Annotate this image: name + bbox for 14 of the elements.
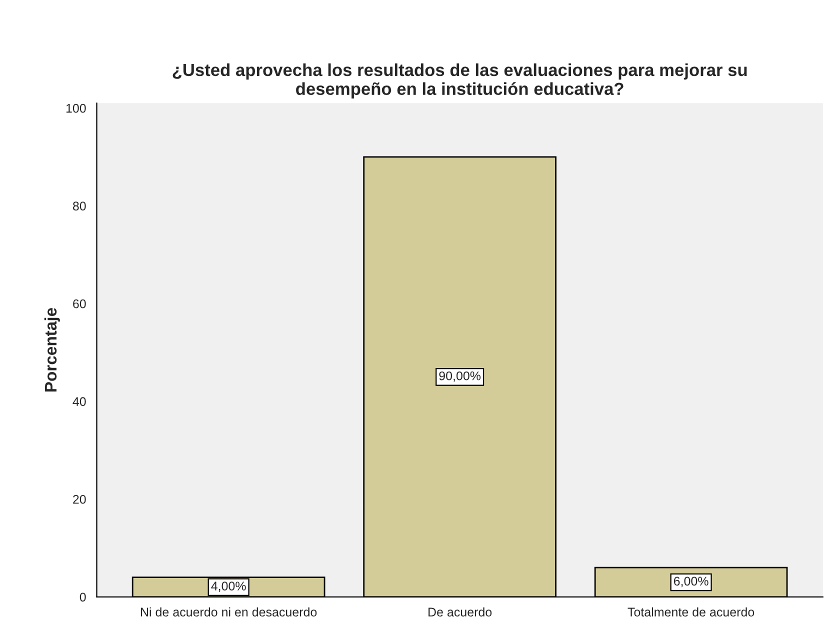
y-tick-label: 20 [73, 494, 86, 504]
y-tick-label: 60 [73, 299, 86, 308]
data-label: 6,00% [674, 576, 708, 588]
x-tick-label: Ni de acuerdo ni en desacuerdo [141, 607, 317, 617]
data-label: 4,00% [211, 582, 246, 592]
data-label: 90,00% [439, 371, 481, 382]
x-tick-label: De acuerdo [428, 607, 492, 617]
chart-title: ¿Usted aprovecha los resultados de las evaluaciones para mejorar su desempeño en la institución educativa? [172, 63, 747, 98]
x-tick-label: Totalmente de acuerdo [628, 607, 754, 617]
y-axis-title: Porcentaje [44, 308, 60, 392]
y-tick-label: 80 [72, 202, 86, 210]
y-tick-label: 0 [80, 592, 86, 602]
y-tick-label: 40 [72, 397, 86, 406]
y-tick-label: 100 [66, 104, 86, 113]
